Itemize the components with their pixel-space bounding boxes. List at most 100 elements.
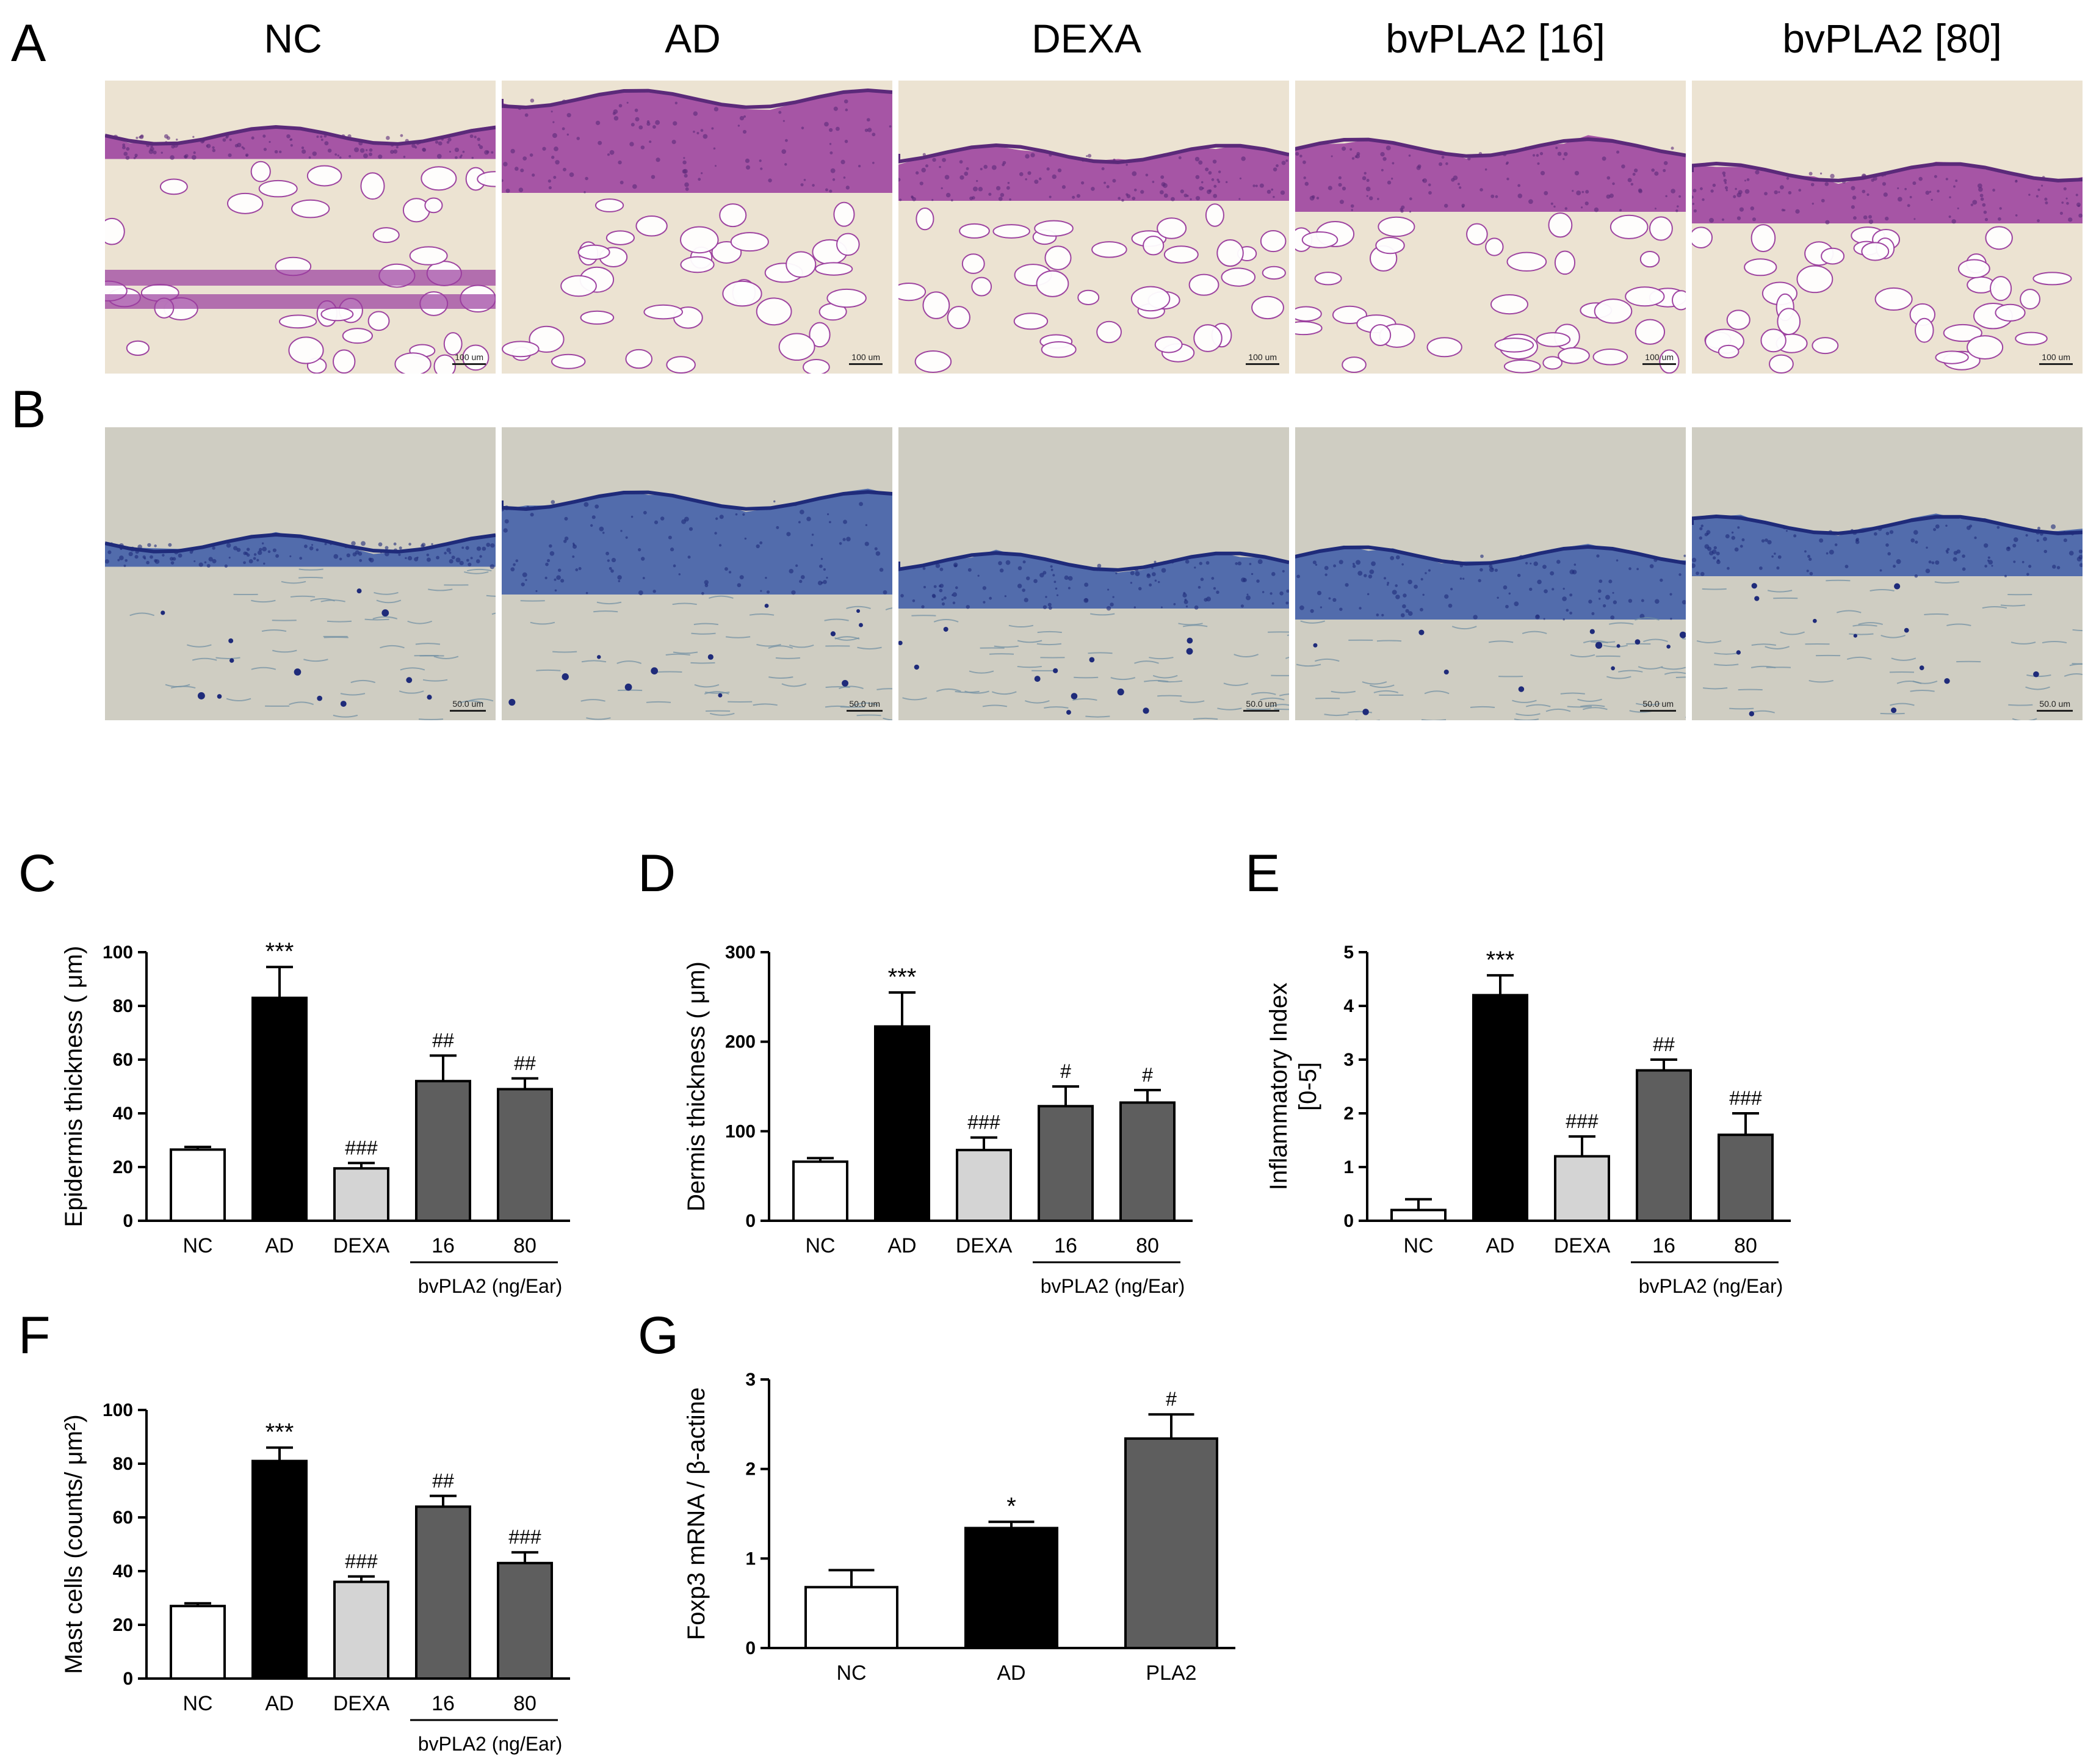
scale-bar: 100 um	[1246, 352, 1279, 365]
chart-g-foxp3-mrna: 0 1 2 3 Foxp3 mRNA / β-actine NC AD * PLA2 #	[683, 1370, 1235, 1685]
bar-16	[415, 1505, 471, 1680]
scale-bar: 50.0 um	[847, 699, 883, 712]
he-tissue-illustration	[1692, 81, 2083, 374]
panel-letter-f: F	[18, 1306, 51, 1365]
x-category-label: AD	[997, 1661, 1025, 1685]
y-tick-label: 0	[1343, 1211, 1354, 1231]
bar-dexa	[333, 1580, 389, 1680]
x-category-label: 80	[513, 1234, 536, 1257]
bar-80	[1119, 1101, 1176, 1222]
column-header-nc: NC	[264, 16, 322, 61]
y-axis-label: Foxp3 mRNA / β-actine	[683, 1387, 710, 1640]
x-category-label: NC	[836, 1661, 866, 1685]
y-tick-label: 100	[103, 1400, 133, 1420]
he-micrograph-dexa: 100 um	[898, 81, 1289, 374]
y-tick-label: 0	[745, 1638, 756, 1658]
he-micrograph-nc: 100 um	[105, 81, 496, 374]
he-micrograph-bvpla2-80: 100 um	[1692, 81, 2083, 374]
x-category-label: DEXA	[333, 1234, 390, 1257]
he-tissue-illustration	[502, 81, 892, 374]
chart-d-dermis-thickness: 0 100 200 300 Dermis thickness ( μm) NC AD *** D…	[683, 942, 1193, 1297]
bar-80	[497, 1561, 553, 1680]
significance-mark: ###	[345, 1550, 378, 1572]
significance-mark: ###	[967, 1112, 1000, 1133]
significance-mark: ##	[514, 1052, 536, 1074]
bar-nc	[804, 1586, 898, 1649]
x-category-label: NC	[805, 1234, 835, 1257]
y-tick-label: 3	[1343, 1050, 1354, 1070]
column-header-bvpla2-16: bvPLA2 [16]	[1385, 16, 1605, 61]
chart-e-inflammatory-index: 0 1 2 3 4 5 Inflammatory Index [0-5] NC AD *** DEXA…	[1265, 942, 1791, 1297]
tb-micrograph-bvpla2-80: 50.0 um	[1692, 427, 2083, 720]
he-tissue-illustration	[898, 81, 1289, 374]
y-tick-label: 4	[1343, 996, 1354, 1016]
bar-ad	[874, 1025, 930, 1222]
bar-pla2	[1124, 1437, 1218, 1650]
x-category-label: 16	[1054, 1234, 1077, 1257]
y-tick-label: 20	[113, 1615, 133, 1635]
y-tick-label: 40	[113, 1104, 133, 1124]
x-category-label: NC	[182, 1692, 212, 1715]
significance-mark: #	[1060, 1060, 1071, 1082]
x-category-label: DEXA	[1554, 1234, 1611, 1257]
panel-letter-e: E	[1245, 844, 1281, 903]
he-micrograph-bvpla2-16: 100 um	[1295, 81, 1686, 374]
x-category-label: 80	[513, 1692, 536, 1715]
group-label: bvPLA2 (ng/Ear)	[418, 1275, 563, 1297]
y-tick-label: 200	[725, 1032, 756, 1052]
y-tick-label: 0	[123, 1669, 133, 1689]
y-tick-label: 60	[113, 1050, 133, 1070]
significance-mark: ##	[432, 1470, 454, 1492]
y-axis-label: Mast cells (counts/ μm²)	[60, 1414, 87, 1674]
tb-tissue-illustration	[502, 427, 892, 720]
y-tick-label: 40	[113, 1561, 133, 1581]
x-category-label: NC	[1403, 1234, 1433, 1257]
x-category-label: 16	[432, 1234, 455, 1257]
x-category-label: AD	[265, 1692, 294, 1715]
group-label: bvPLA2 (ng/Ear)	[418, 1733, 563, 1755]
y-tick-label: 3	[745, 1370, 756, 1390]
bar-dexa	[956, 1149, 1012, 1222]
significance-mark: ***	[1486, 947, 1515, 974]
panel-letter-d: D	[638, 844, 676, 903]
bar-16	[1636, 1069, 1692, 1222]
y-tick-label: 100	[725, 1121, 756, 1141]
y-tick-label: 1	[745, 1549, 756, 1569]
y-axis-label: Dermis thickness ( μm)	[683, 961, 710, 1212]
y-tick-label: 300	[725, 942, 756, 963]
scale-bar: 100 um	[452, 352, 486, 365]
y-tick-label: 80	[113, 1454, 133, 1474]
bar-nc	[1390, 1209, 1447, 1222]
significance-mark: ***	[266, 1419, 294, 1446]
y-tick-label: 1	[1343, 1157, 1354, 1177]
significance-mark: ***	[888, 964, 917, 991]
tb-micrograph-dexa: 50.0 um	[898, 427, 1289, 720]
bar-ad	[1472, 994, 1528, 1223]
y-tick-label: 2	[1343, 1104, 1354, 1124]
significance-mark: #	[1142, 1064, 1153, 1086]
group-label: bvPLA2 (ng/Ear)	[1041, 1275, 1185, 1297]
bar-80	[1718, 1133, 1774, 1223]
bar-ad	[251, 1459, 308, 1680]
y-axis-label-units: [0-5]	[1295, 1062, 1321, 1111]
significance-mark: #	[1166, 1388, 1177, 1410]
bar-ad	[251, 996, 308, 1223]
x-category-label: NC	[182, 1234, 212, 1257]
bar-dexa	[333, 1167, 389, 1223]
bar-dexa	[1554, 1155, 1610, 1222]
y-tick-label: 60	[113, 1508, 133, 1528]
x-category-label: 80	[1734, 1234, 1757, 1257]
significance-mark: ***	[266, 938, 294, 965]
x-category-label: AD	[887, 1234, 916, 1257]
y-axis-label: Epidermis thickness ( μm)	[60, 946, 87, 1227]
tb-micrograph-nc: 50.0 um	[105, 427, 496, 720]
column-header-bvpla2-80: bvPLA2 [80]	[1782, 16, 2002, 61]
y-tick-label: 0	[745, 1211, 756, 1231]
he-micrograph-ad: 100 um	[502, 81, 892, 374]
scale-bar: 50.0 um	[1243, 699, 1279, 712]
y-tick-label: 2	[745, 1459, 756, 1480]
column-header-ad: AD	[665, 16, 721, 61]
scale-bar: 100 um	[1642, 352, 1676, 365]
chart-c-epidermis-thickness: 0 20 40 60 80 100 Epidermis thickness ( μm) NC A…	[60, 938, 570, 1297]
tb-micrograph-bvpla2-16: 50.0 um	[1295, 427, 1686, 720]
